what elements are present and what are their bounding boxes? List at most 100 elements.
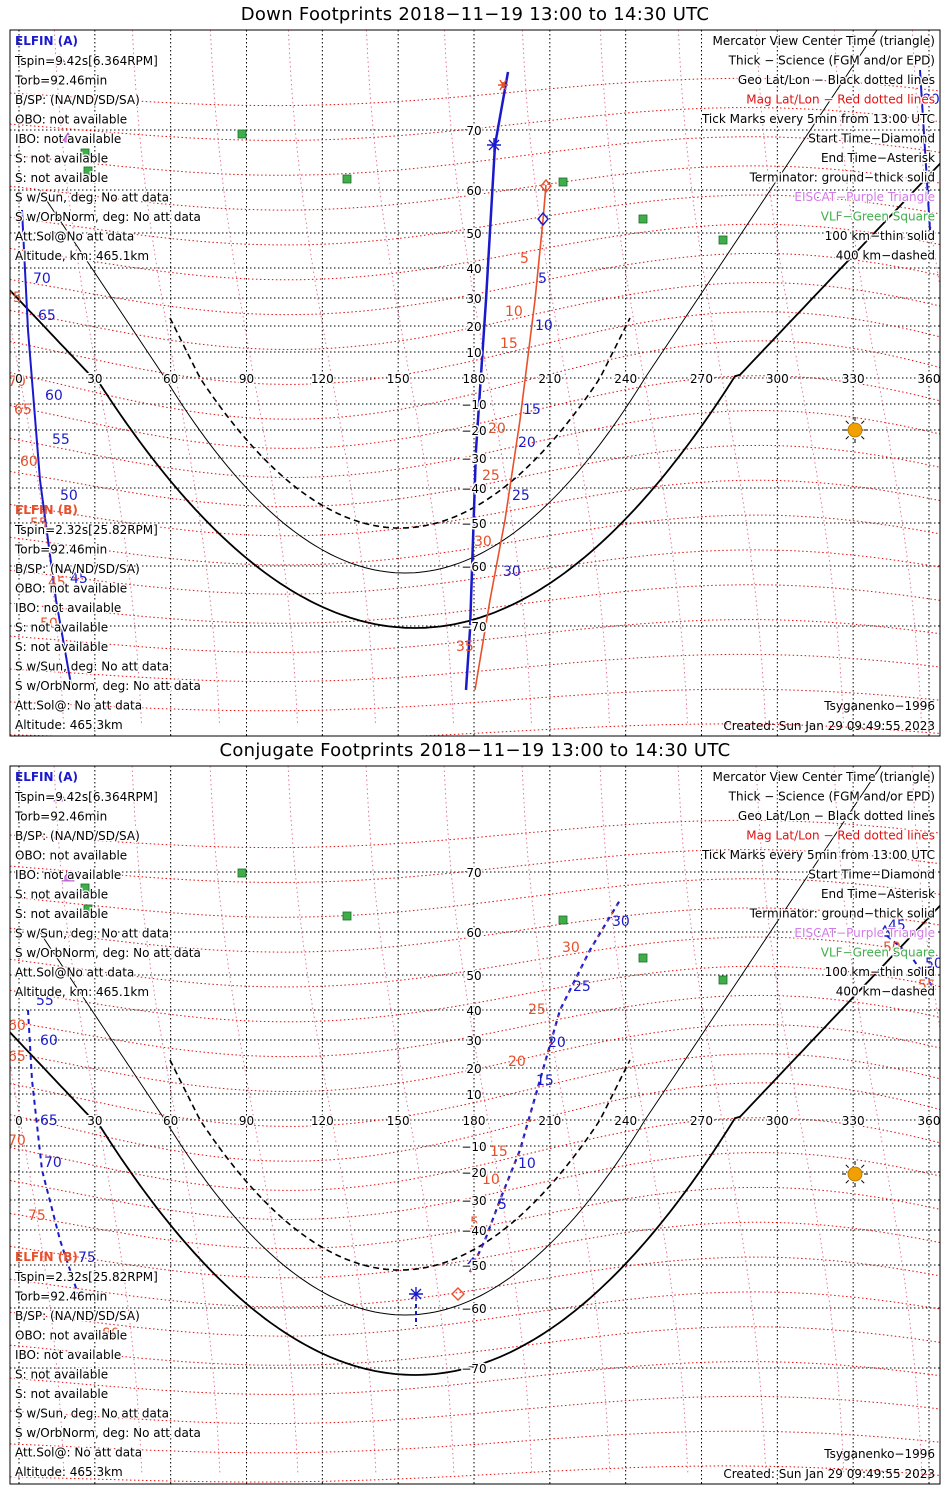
created-date: Created: Sun Jan 29 09:49:55 2023 [723,1467,935,1481]
mag-meridian [443,766,533,1475]
mag-parallel [10,653,940,683]
legend-entry: 400 km−dashed [836,985,935,999]
mag-parallel [10,688,940,712]
time-tick-a: 55 [36,993,54,1009]
legend-entry: Thick − Science (FGM and/or EPD) [728,790,935,804]
created-date: Created: Sun Jan 29 09:49:55 2023 [723,719,935,733]
longitude-label: 0 [15,372,23,386]
time-tick-a: 15 [536,1073,554,1089]
latitude-label: −50 [461,517,486,531]
down-footprints-panel: 5 10 15 20 25 30 70 65 60 55 50 45 80 5 10 15 20 25 30 35 75… [9,29,941,737]
longitude-label: 60 [163,1114,178,1128]
latitude-label: −60 [461,560,486,574]
legend-entry: VLF−Green Square [821,946,935,960]
mag-meridian [287,766,377,1475]
longitude-label: 360 [918,1114,941,1128]
elfin-a-info-line: Altitude, km: 465.1km [15,249,149,263]
latitude-label: −50 [461,1259,486,1273]
mag-meridian [833,30,923,727]
longitude-label: 360 [918,372,941,386]
legend-entry: Tick Marks every 5min from 13:00 UTC [701,112,935,126]
mag-parallel [10,584,940,624]
elfin-a-info-line: S: not available [15,888,108,902]
legend-entry: EISCAT−Purple Triangle [794,926,935,940]
mag-parallel [10,723,940,736]
mag-parallel [10,1186,940,1250]
time-tick-a: 65 [40,1113,58,1129]
terminator [10,766,940,1376]
time-tick-b: 70 [8,1133,26,1149]
legend-entry: Terminator: ground−thick solid [749,171,935,185]
mag-parallel [10,107,940,141]
sun-ray [861,1164,865,1168]
longitude-label: 30 [87,1114,102,1128]
legend-entry: Mag Lat/Lon − Red dotted lines [746,93,935,107]
vlf-station-marker [237,129,247,139]
time-tick-a: 75 [78,1250,96,1266]
elfin-b-name: ELFIN (B) [15,503,78,517]
orbit-tracks [27,899,936,1326]
latitude-label: 10 [466,346,481,360]
time-tick-b: 25 [528,1002,546,1018]
mag-parallel [10,1256,940,1308]
map-area: 5 10 15 20 25 30 70 65 60 55 50 45 80 5 10 15 20 25 30 35 75… [10,30,941,736]
elfin-a-info-line: Torb=92.46min [14,810,107,824]
latitude-label: −20 [461,424,486,438]
model-name: Tsyganenko−1996 [823,1447,935,1461]
latitude-label: 10 [466,1088,481,1102]
end-asterisk-a [409,1287,423,1301]
mag-parallel [10,849,940,883]
mag-meridian [209,766,299,1475]
sun-ray [845,420,849,424]
elfin-a-info-line: S: not available [15,152,108,166]
elfin-b-info-line: S: not available [15,1368,108,1382]
track-elfin-a-east [879,929,936,991]
longitude-label: 30 [87,372,102,386]
elfin-b-info: ELFIN (B) Tspin=2.32s[25.82RPM] Torb=92.46… [13,503,202,733]
time-tick-a: 70 [33,271,51,287]
time-tick-a: 45 [70,571,88,587]
longitude-label: 240 [614,1114,637,1128]
mag-meridian [443,30,533,727]
time-tick-b: 45 [48,575,66,591]
sun-ray [845,1164,849,1168]
elfin-a-info-line: B/SP: (NA/ND/SD/SA) [15,93,140,107]
latitude-label: 60 [466,184,481,198]
eiscat-marker [53,54,67,65]
time-tick-a: 5 [498,1197,507,1213]
mag-parallel [10,907,940,953]
latitude-label: 40 [466,262,481,276]
latitude-label: −30 [461,452,486,466]
model-name: Tsyganenko−1996 [823,699,935,713]
mag-parallel [10,1430,940,1454]
track-elfin-a [464,71,510,691]
orbit-tracks [21,69,931,691]
time-tick-b: 20 [508,1054,526,1070]
time-tick-a: 25 [573,979,591,995]
legend-entry: 100 km−thin solid [825,229,935,243]
time-tick-a: 70 [44,1155,62,1171]
end-asterisk-b [498,79,508,91]
track-elfin-a-west [21,209,73,691]
time-tick-b: 55 [30,516,48,532]
mag-meridian [53,766,143,1475]
latitude-label: −10 [461,1140,486,1154]
legend-entry: Mercator View Center Time (triangle) [713,770,935,784]
elfin-b-info-line: Torb=92.46min [14,543,107,557]
time-tick-a: 50 [60,488,78,504]
vlf-station-marker [342,174,352,184]
mag-parallel [10,1152,940,1221]
mag-parallel [10,619,940,653]
mag-meridian [10,319,65,727]
mag-parallel [10,1024,940,1093]
panel-title-conjugate: Conjugate Footprints 2018−11−19 13:00 to… [219,740,731,761]
legend: Mercator View Center Time (triangle) Thic… [700,769,937,1000]
longitude-label: 300 [766,372,789,386]
time-tick-b: 20 [488,421,506,437]
longitude-label: 210 [538,372,561,386]
latitude-label: 20 [466,320,481,334]
longitude-label: 0 [15,1114,23,1128]
time-tick-b: 5 [470,1215,479,1231]
time-tick-a: 25 [512,488,530,504]
